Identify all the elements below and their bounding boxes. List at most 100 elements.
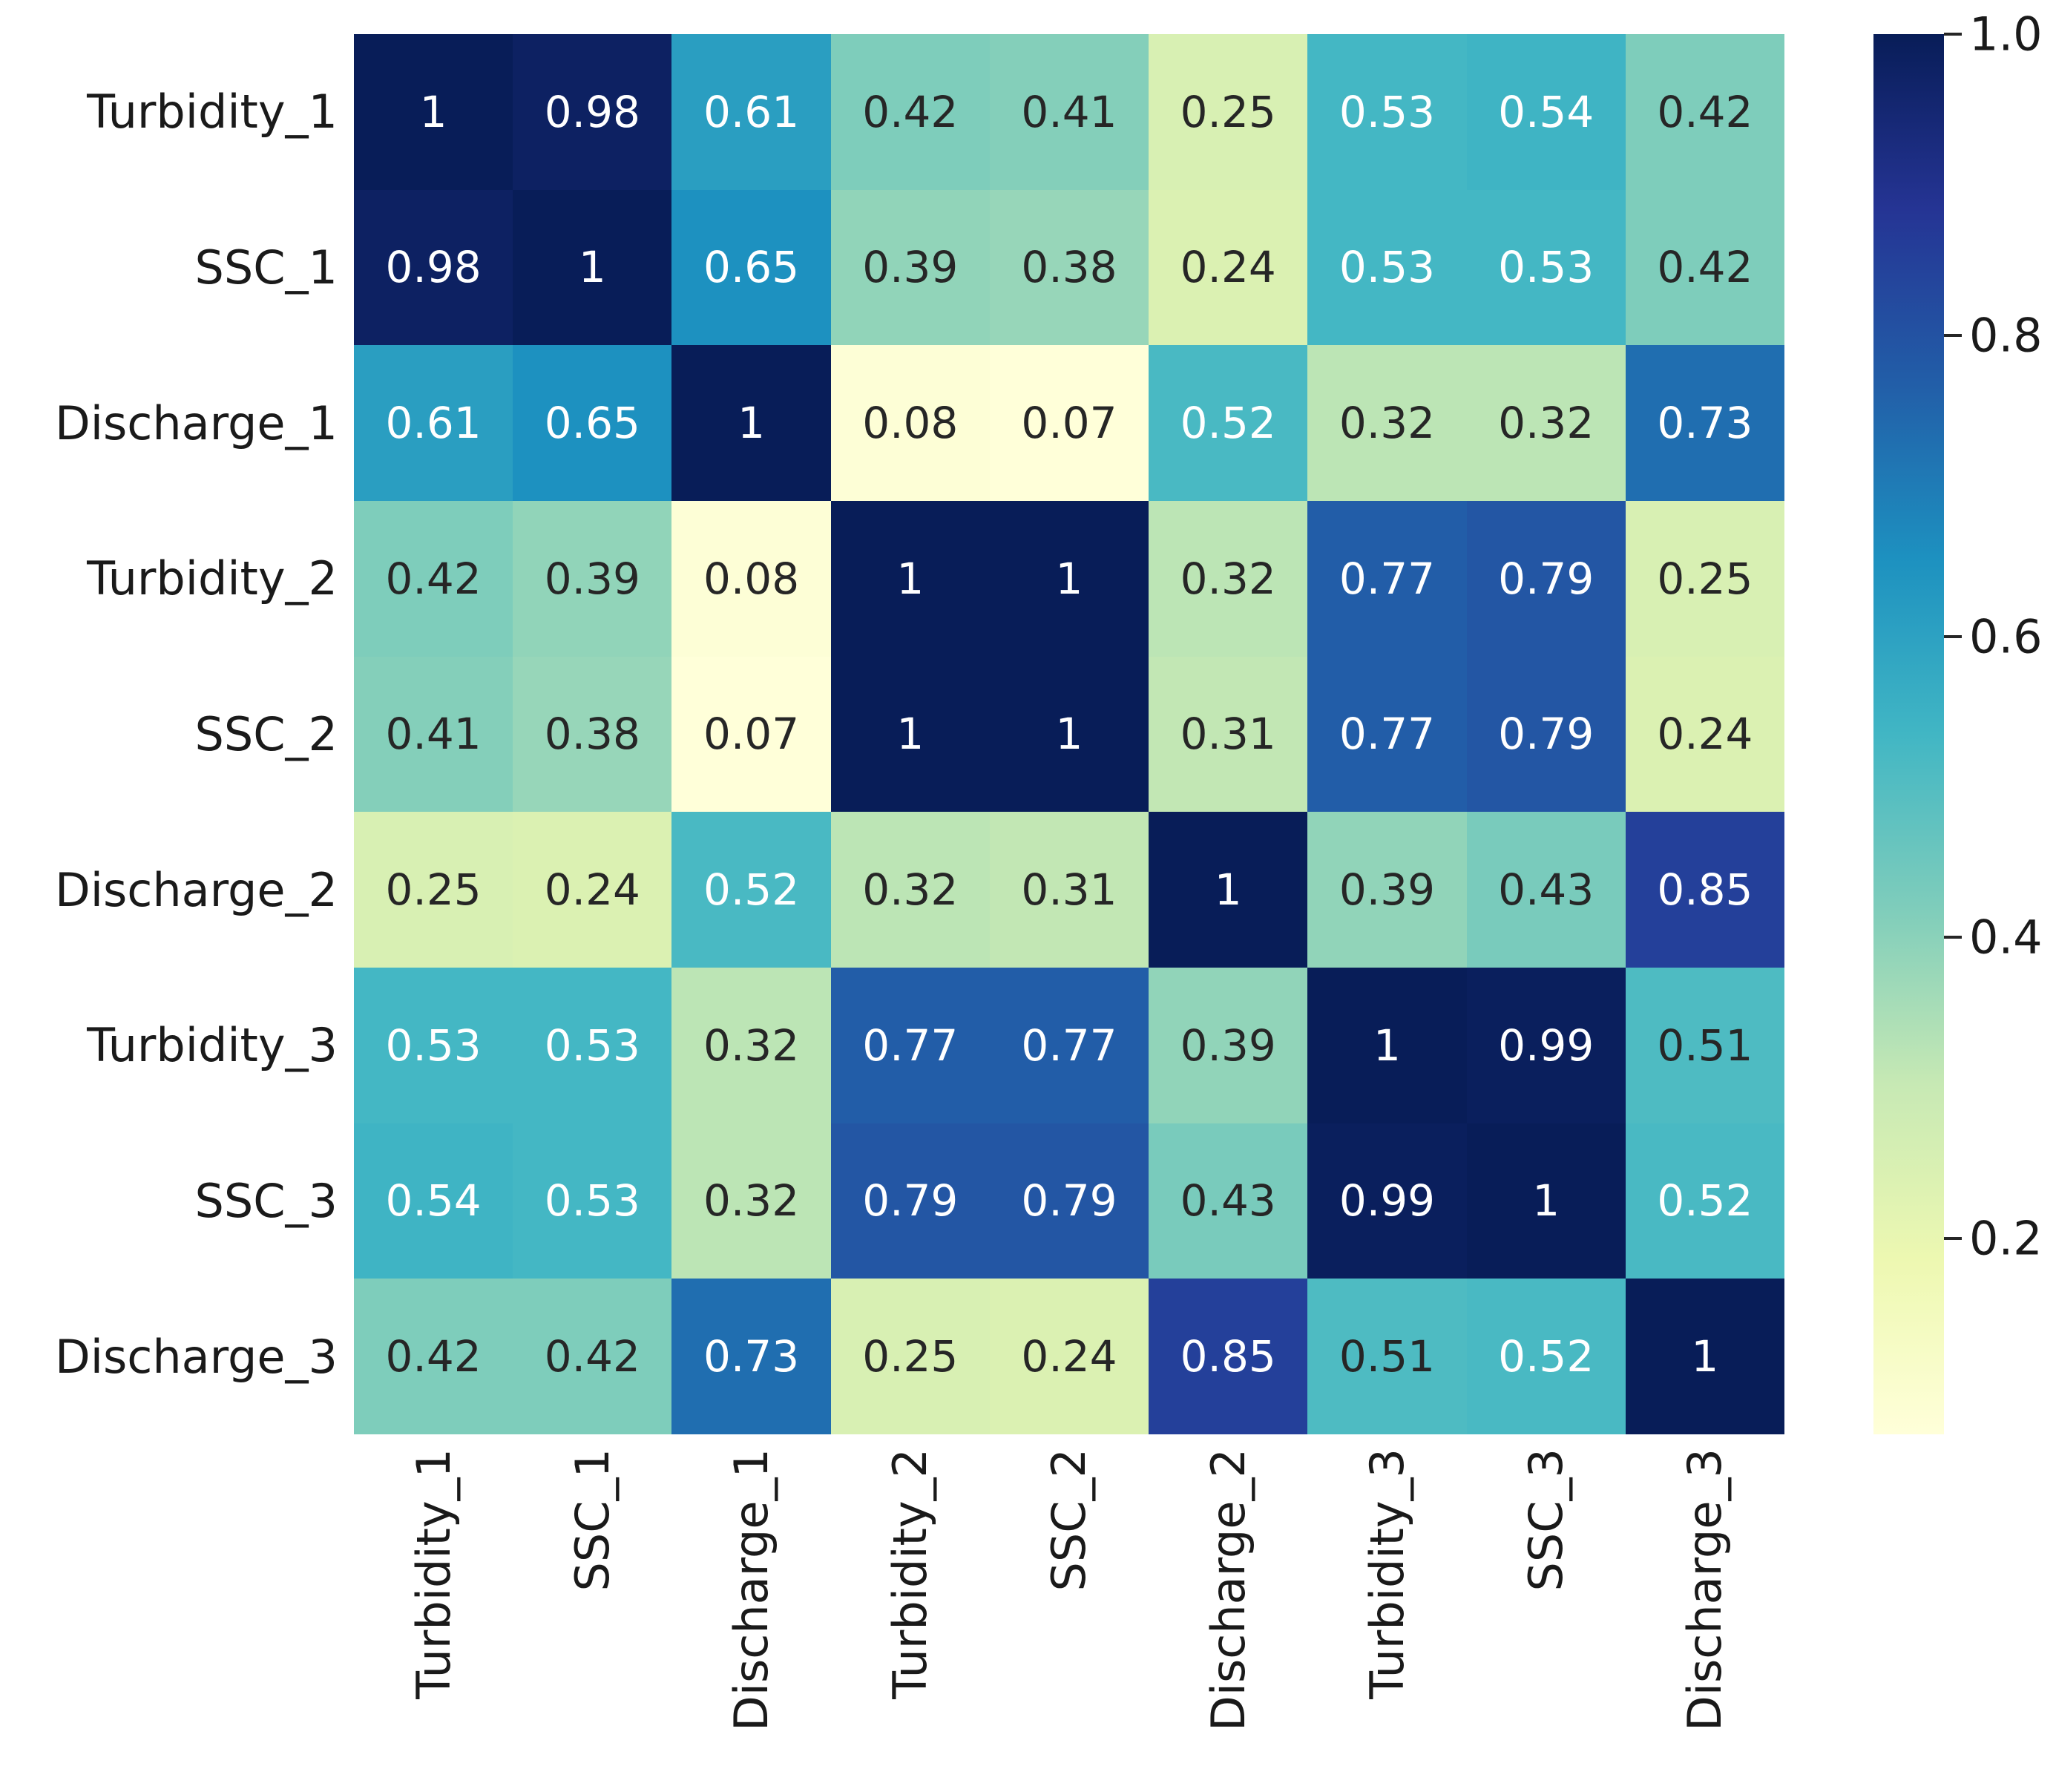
heatmap-cell-SSC_2-Turbidity_1: 0.41 [354, 656, 513, 813]
y-tick-label-Discharge_3: Discharge_3 [55, 1329, 338, 1384]
heatmap-cell-Discharge_2-Discharge_3: 0.85 [1625, 812, 1784, 968]
heatmap-cell-Discharge_2-Discharge_2: 1 [1149, 812, 1308, 968]
cell-value: 0.77 [862, 1020, 959, 1071]
heatmap-cell-Discharge_1-SSC_2: 0.07 [989, 345, 1149, 501]
cell-value: 0.32 [862, 864, 959, 916]
cell-value: 0.43 [1180, 1175, 1276, 1227]
heatmap-cell-SSC_1-Turbidity_3: 0.53 [1307, 189, 1467, 346]
x-axis-labels: Turbidity_1 SSC_1 Discharge_1 Turbidity_2 SS… [354, 1448, 1784, 1791]
colorbar-tick-label-0.8: 0.8 [1969, 308, 2043, 363]
heatmap-cell-SSC_2-SSC_1: 0.38 [513, 656, 672, 813]
y-tick-label-SSC_2: SSC_2 [194, 706, 338, 761]
x-tick-slot: SSC_2 [990, 1448, 1149, 1791]
heatmap-cell-Turbidity_2-Turbidity_2: 1 [830, 501, 990, 657]
heatmap-cell-Discharge_1-Discharge_1: 1 [671, 345, 831, 501]
cell-value: 0.43 [1498, 864, 1594, 916]
heatmap-cell-Turbidity_3-SSC_2: 0.77 [989, 968, 1149, 1123]
heatmap-cell-SSC_3-Discharge_1: 0.32 [671, 1123, 831, 1279]
cell-value: 1 [578, 242, 606, 293]
cell-value: 1 [419, 86, 447, 137]
heatmap-grid: 1 0.98 0.61 0.42 0.41 0.25 0.53 0.54 0.42 0.98 1 0.… [354, 34, 1784, 1434]
x-tick-slot: SSC_1 [513, 1448, 671, 1791]
heatmap-cell-Discharge_3-Turbidity_1: 0.42 [354, 1279, 513, 1434]
heatmap-cell-Turbidity_2-SSC_1: 0.39 [513, 501, 672, 657]
heatmap-cell-Discharge_3-Turbidity_2: 0.25 [830, 1279, 990, 1434]
cell-value: 0.41 [385, 709, 482, 760]
cell-value: 0.85 [1180, 1331, 1276, 1382]
cell-value: 0.98 [544, 86, 640, 137]
cell-value: 0.51 [1657, 1020, 1753, 1071]
heatmap-cell-Discharge_3-SSC_2: 0.24 [989, 1279, 1149, 1434]
cell-value: 0.08 [862, 398, 959, 449]
cell-value: 0.42 [544, 1331, 640, 1382]
heatmap-cell-Turbidity_3-Turbidity_3: 1 [1307, 968, 1467, 1123]
cell-value: 0.38 [544, 709, 640, 760]
heatmap-cell-Discharge_2-Discharge_1: 0.52 [671, 812, 831, 968]
cell-value: 0.51 [1339, 1331, 1435, 1382]
cell-value: 0.42 [385, 553, 482, 604]
cell-value: 0.52 [1180, 398, 1276, 449]
heatmap-cell-Turbidity_3-Discharge_2: 0.39 [1149, 968, 1308, 1123]
heatmap-cell-Discharge_3-Turbidity_3: 0.51 [1307, 1279, 1467, 1434]
x-tick-label-Discharge_1: Discharge_1 [724, 1448, 779, 1731]
x-tick-label-Discharge_2: Discharge_2 [1201, 1448, 1255, 1731]
cell-value: 0.42 [1657, 242, 1753, 293]
heatmap-cell-SSC_2-Discharge_3: 0.24 [1625, 656, 1784, 813]
cell-value: 0.32 [1339, 398, 1435, 449]
cell-value: 0.31 [1021, 864, 1117, 916]
colorbar-tick-label-1.0: 1.0 [1969, 7, 2043, 62]
heatmap-cell-Turbidity_2-Turbidity_1: 0.42 [354, 501, 513, 657]
heatmap-cell-SSC_3-SSC_1: 0.53 [513, 1123, 672, 1279]
cell-value: 0.61 [703, 86, 800, 137]
heatmap-cell-Discharge_1-SSC_3: 0.32 [1466, 345, 1626, 501]
colorbar-tick-mark-1.0 [1944, 33, 1962, 36]
heatmap-cell-SSC_2-Turbidity_2: 1 [830, 656, 990, 813]
heatmap-cell-Discharge_3-Discharge_3: 1 [1625, 1279, 1784, 1434]
y-tick-label-Turbidity_2: Turbidity_2 [87, 551, 338, 606]
heatmap-cell-Discharge_1-SSC_1: 0.65 [513, 345, 672, 501]
colorbar-tick-label-0.4: 0.4 [1969, 910, 2043, 965]
cell-value: 0.39 [1339, 864, 1435, 916]
heatmap-cell-SSC_1-Discharge_1: 0.65 [671, 189, 831, 346]
cell-value: 0.24 [1180, 242, 1276, 293]
cell-value: 0.25 [1180, 86, 1276, 137]
heatmap-cell-Turbidity_1-SSC_3: 0.54 [1466, 34, 1626, 190]
cell-value: 0.07 [703, 709, 800, 760]
cell-value: 1 [1055, 709, 1083, 760]
colorbar-tick-label-0.6: 0.6 [1969, 609, 2043, 664]
heatmap-cell-Turbidity_1-Turbidity_2: 0.42 [830, 34, 990, 190]
cell-value: 0.79 [862, 1175, 959, 1227]
heatmap-cell-SSC_1-SSC_1: 1 [513, 189, 672, 346]
x-tick-slot: Discharge_3 [1626, 1448, 1784, 1791]
cell-value: 0.65 [703, 242, 800, 293]
x-tick-label-Turbidity_1: Turbidity_1 [406, 1448, 461, 1699]
heatmap-cell-Turbidity_1-SSC_2: 0.41 [989, 34, 1149, 190]
heatmap-cell-SSC_1-Turbidity_1: 0.98 [354, 189, 513, 346]
cell-value: 0.32 [1498, 398, 1594, 449]
heatmap-cell-SSC_3-Discharge_2: 0.43 [1149, 1123, 1308, 1279]
heatmap-cell-Turbidity_2-Discharge_1: 0.08 [671, 501, 831, 657]
x-tick-slot: Turbidity_2 [831, 1448, 990, 1791]
cell-value: 0.79 [1498, 709, 1594, 760]
cell-value: 0.54 [1498, 86, 1594, 137]
x-tick-label-Turbidity_2: Turbidity_2 [883, 1448, 938, 1699]
heatmap-cell-Turbidity_3-Discharge_1: 0.32 [671, 968, 831, 1123]
cell-value: 0.53 [1339, 242, 1435, 293]
cell-value: 0.24 [1657, 709, 1753, 760]
cell-value: 0.07 [1021, 398, 1117, 449]
cell-value: 0.73 [1657, 398, 1753, 449]
cell-value: 1 [738, 398, 765, 449]
heatmap-cell-SSC_3-Turbidity_1: 0.54 [354, 1123, 513, 1279]
cell-value: 0.52 [1657, 1175, 1753, 1227]
heatmap-cell-SSC_3-SSC_2: 0.79 [989, 1123, 1149, 1279]
cell-value: 0.42 [1657, 86, 1753, 137]
colorbar [1873, 34, 1944, 1434]
heatmap-cell-SSC_2-Turbidity_3: 0.77 [1307, 656, 1467, 813]
heatmap-cell-Discharge_3-Discharge_2: 0.85 [1149, 1279, 1308, 1434]
heatmap-cell-Turbidity_1-Turbidity_1: 1 [354, 34, 513, 190]
cell-value: 0.41 [1021, 86, 1117, 137]
cell-value: 0.32 [1180, 553, 1276, 604]
cell-value: 0.61 [385, 398, 482, 449]
heatmap-cell-Turbidity_3-Discharge_3: 0.51 [1625, 968, 1784, 1123]
heatmap-cell-Discharge_2-SSC_2: 0.31 [989, 812, 1149, 968]
